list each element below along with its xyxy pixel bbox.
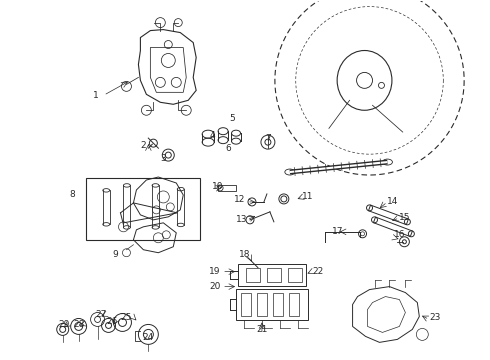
Text: 11: 11 (302, 193, 314, 202)
Bar (257, 293, 267, 316)
Text: 29: 29 (58, 320, 70, 329)
Text: 7: 7 (265, 134, 271, 143)
Text: 24: 24 (143, 333, 154, 342)
Bar (236, 289, 308, 320)
Text: 16: 16 (393, 230, 405, 239)
Text: 9: 9 (113, 250, 119, 259)
Text: 17: 17 (332, 227, 343, 236)
Bar (238, 264, 306, 285)
Text: 25: 25 (121, 313, 132, 322)
Bar (86, 178, 200, 240)
Text: 5: 5 (229, 114, 235, 123)
Text: 28: 28 (73, 320, 84, 329)
Text: 21: 21 (256, 325, 268, 334)
Text: 1: 1 (93, 91, 98, 100)
Text: 26: 26 (107, 317, 118, 326)
Text: 12: 12 (234, 195, 245, 204)
Bar (246, 268, 260, 282)
Text: 8: 8 (70, 190, 75, 199)
Text: 10: 10 (212, 183, 224, 192)
Text: 2: 2 (141, 141, 146, 150)
Text: 19: 19 (209, 267, 221, 276)
Text: 13: 13 (236, 215, 248, 224)
Text: 27: 27 (95, 310, 106, 319)
Text: 23: 23 (430, 313, 441, 322)
Bar (267, 268, 281, 282)
Bar (218, 185, 236, 191)
Text: 14: 14 (387, 197, 398, 206)
Bar (288, 268, 302, 282)
Text: 6: 6 (225, 144, 231, 153)
Text: 22: 22 (312, 267, 323, 276)
Bar (273, 293, 283, 316)
Text: 4: 4 (209, 131, 215, 140)
Text: 18: 18 (239, 250, 251, 259)
Text: 20: 20 (209, 282, 221, 291)
Bar (241, 293, 251, 316)
Text: 15: 15 (399, 213, 410, 222)
Text: 3: 3 (160, 154, 166, 163)
Bar (289, 293, 299, 316)
